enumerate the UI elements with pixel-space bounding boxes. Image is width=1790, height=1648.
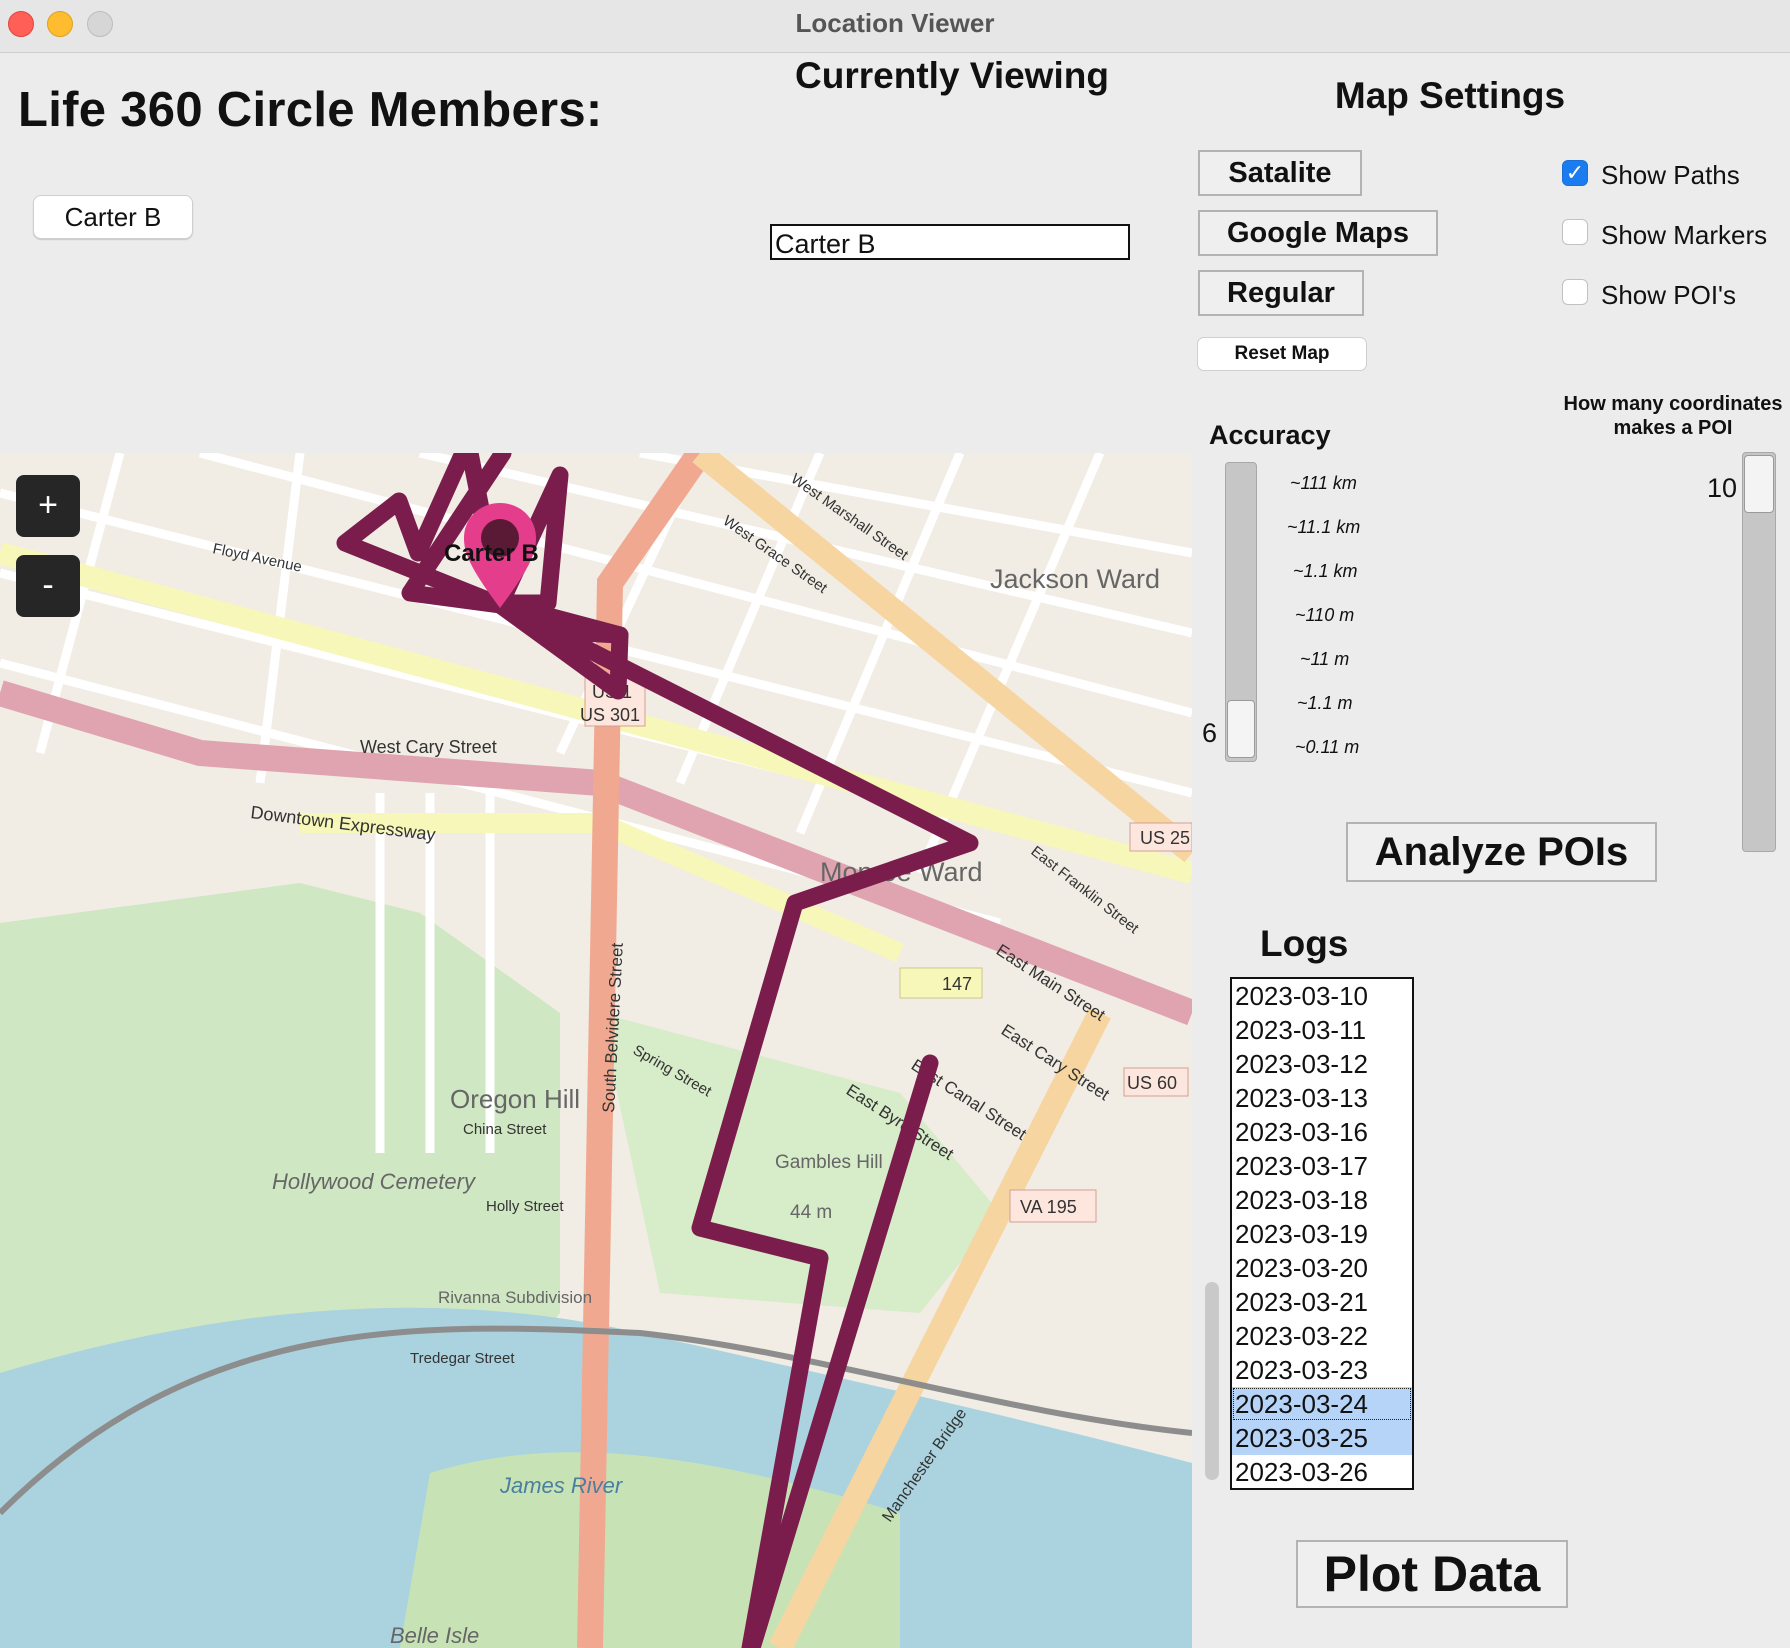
- log-item[interactable]: 2023-03-13: [1235, 1083, 1368, 1113]
- map-label: China Street: [463, 1121, 547, 1138]
- logs-heading: Logs: [1260, 923, 1349, 964]
- route-shield-label: 147: [942, 974, 972, 994]
- logs-scrollbar[interactable]: [1205, 1282, 1219, 1480]
- regular-button[interactable]: Regular: [1198, 270, 1364, 316]
- route-shield: [1009, 1189, 1097, 1223]
- location-marker[interactable]: [464, 503, 536, 608]
- map-label: Belle Isle: [390, 1623, 479, 1648]
- show-markers-label: Show Markers: [1601, 220, 1768, 250]
- route-shield-label: US 301: [580, 705, 640, 725]
- map-label: Tredegar Street: [410, 1350, 515, 1367]
- manchester-bridge-road: [769, 1007, 1111, 1648]
- poi-heading-line1: How many coordinates: [1563, 393, 1783, 415]
- accuracy-level-label: ~0.11 m: [1295, 737, 1360, 757]
- map-settings-heading: Map Settings: [1334, 75, 1566, 116]
- member-button-carter-b[interactable]: Carter B: [33, 195, 193, 239]
- log-item[interactable]: 2023-03-25: [1232, 1421, 1412, 1455]
- reset-map-button[interactable]: Reset Map: [1197, 337, 1367, 371]
- accuracy-level-label: ~1.1 km: [1293, 561, 1358, 581]
- map-label: Gambles Hill: [775, 1152, 883, 1173]
- route-shield: [1129, 822, 1192, 852]
- railway: [0, 1325, 1192, 1516]
- accuracy-level-label: ~110 m: [1295, 605, 1355, 625]
- minimize-window-button[interactable]: [47, 11, 73, 37]
- map-canvas[interactable]: Jackson Ward Monroe Ward Oregon Hill Hol…: [0, 453, 1192, 1648]
- expressway-road: [0, 680, 1192, 1026]
- accuracy-level-label: ~11 m: [1300, 649, 1350, 669]
- logs-list[interactable]: 2023-03-10 2023-03-11 2023-03-12 2023-03-13…: [1230, 977, 1414, 1490]
- show-paths-label: Show Paths: [1601, 160, 1740, 190]
- window-title: Location Viewer: [795, 8, 995, 38]
- route-shield-label: VA 195: [1020, 1197, 1077, 1217]
- map-label: Oregon Hill: [450, 1084, 580, 1114]
- google-maps-button[interactable]: Google Maps: [1198, 210, 1438, 256]
- accuracy-level-label: ~11.1 km: [1287, 517, 1361, 537]
- log-item[interactable]: 2023-03-18: [1235, 1185, 1368, 1215]
- map-label: 44 m: [790, 1202, 832, 1223]
- zoom-out-button[interactable]: -: [16, 555, 80, 617]
- log-item[interactable]: 2023-03-20: [1235, 1253, 1368, 1283]
- plot-data-button[interactable]: Plot Data: [1296, 1540, 1568, 1608]
- currently-viewing-heading: Currently Viewing: [795, 55, 1109, 96]
- accuracy-slider-thumb[interactable]: [1227, 700, 1255, 758]
- log-item[interactable]: 2023-03-22: [1235, 1321, 1368, 1351]
- map-label: Hollywood Cemetery: [272, 1169, 477, 1194]
- log-item[interactable]: 2023-03-23: [1235, 1355, 1368, 1385]
- map-label: West Cary Street: [360, 737, 497, 757]
- us1-road: [692, 453, 1192, 863]
- poi-heading-line2: makes a POI: [1613, 417, 1733, 439]
- map-label: Jackson Ward: [990, 564, 1160, 594]
- route-shield-label: US 25: [1140, 828, 1190, 848]
- poi-threshold-value: 10: [1707, 473, 1738, 503]
- log-item[interactable]: 2023-03-21: [1235, 1287, 1368, 1317]
- map-label: Holly Street: [486, 1198, 564, 1215]
- show-pois-label: Show POI's: [1601, 280, 1737, 310]
- log-item[interactable]: 2023-03-12: [1235, 1049, 1368, 1079]
- belvidere-road: [577, 453, 711, 1648]
- poi-threshold-slider[interactable]: [1742, 452, 1776, 852]
- satellite-button[interactable]: Satalite: [1198, 150, 1362, 196]
- log-item[interactable]: 2023-03-17: [1235, 1151, 1368, 1181]
- map-view[interactable]: Jackson Ward Monroe Ward Oregon Hill Hol…: [0, 453, 1192, 1648]
- map-label: Downtown Expressway: [250, 802, 437, 845]
- zoom-in-button[interactable]: +: [16, 475, 80, 537]
- log-item[interactable]: 2023-03-11: [1235, 1015, 1367, 1045]
- route-shield: [1123, 1067, 1189, 1097]
- members-heading: Life 360 Circle Members:: [18, 83, 603, 137]
- route-shield-label: US 60: [1127, 1073, 1177, 1093]
- accuracy-value: 6: [1202, 718, 1218, 748]
- show-markers-checkbox[interactable]: [1562, 219, 1588, 245]
- accuracy-level-label: ~1.1 m: [1297, 693, 1353, 713]
- log-item[interactable]: 2023-03-24: [1232, 1387, 1412, 1421]
- title-bar: Location Viewer: [0, 0, 1790, 53]
- close-window-button[interactable]: [8, 11, 34, 37]
- map-label: James River: [499, 1473, 624, 1498]
- log-item[interactable]: 2023-03-10: [1235, 981, 1368, 1011]
- park-area: [600, 1013, 1000, 1313]
- accuracy-level-label: ~111 km: [1290, 473, 1357, 493]
- zoom-window-button[interactable]: [87, 11, 113, 37]
- marker-label: Carter B: [444, 540, 539, 567]
- log-item[interactable]: 2023-03-19: [1235, 1219, 1368, 1249]
- log-item[interactable]: 2023-03-16: [1235, 1117, 1368, 1147]
- show-pois-checkbox[interactable]: [1562, 279, 1588, 305]
- poi-threshold-heading: How many coordinates makes a POI: [1555, 392, 1790, 440]
- analyze-pois-button[interactable]: Analyze POIs: [1346, 822, 1657, 882]
- log-item[interactable]: 2023-03-26: [1235, 1457, 1368, 1487]
- map-label: Rivanna Subdivision: [438, 1288, 592, 1307]
- route-shield: [899, 967, 983, 999]
- accuracy-heading: Accuracy: [1209, 420, 1331, 450]
- poi-threshold-slider-thumb[interactable]: [1744, 455, 1774, 513]
- currently-viewing-field[interactable]: Carter B: [770, 224, 1130, 260]
- show-paths-checkbox[interactable]: ✓: [1562, 160, 1588, 186]
